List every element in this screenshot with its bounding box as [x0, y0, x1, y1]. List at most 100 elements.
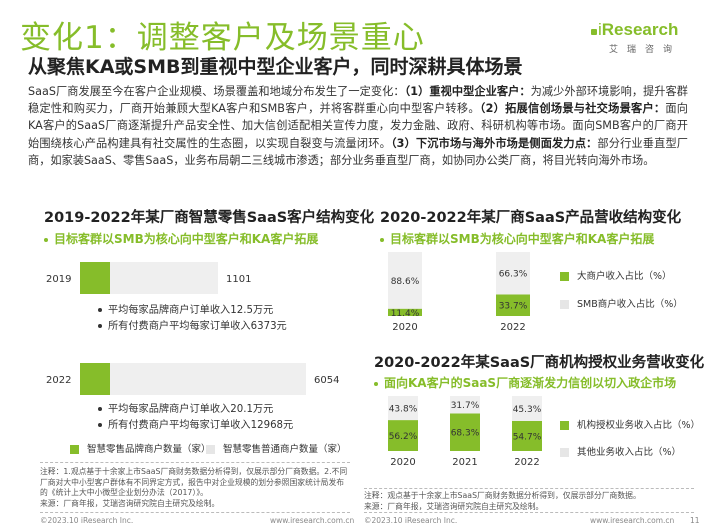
right-note: 注释：观点基于十余家上市SaaS厂商财务数据分析得到，仅展示部分厂商数据。	[364, 491, 641, 500]
bullet-2022-1: 平均每家品牌商户订单收入20.1万元	[98, 400, 273, 415]
bullet-icon	[98, 324, 102, 328]
value-label-2019: 1101	[226, 274, 252, 285]
body-paragraph: SaaS厂商发展至今在客户企业规模、场景覆盖和地域分布发生了一定变化：（1）重视…	[28, 83, 688, 169]
bullet-2019-2-text: 所有付费商户平均每家订单收入6373元	[108, 321, 287, 332]
bar-segment-2020-0	[388, 308, 422, 316]
left-note: 注释：1.观点基于十余家上市SaaS厂商财务数据分析得到，仅展示部分厂商数据。2…	[40, 467, 348, 497]
bar-label-2020-1: 43.8%	[389, 405, 418, 415]
x-label-2022: 2022	[514, 457, 539, 468]
bar-segment-2022-1	[496, 252, 530, 295]
logo-cn: 艾瑞咨询	[609, 45, 682, 55]
logo-text: Research	[601, 20, 679, 39]
left-legend-regular-text: 智慧零售普通商户数量（家）	[223, 444, 347, 455]
bar-segment-2021-1	[450, 396, 480, 414]
bar-segment-2022-0	[512, 420, 542, 451]
legend-swatch	[206, 445, 215, 454]
left-legend-brand: 智慧零售品牌商户数量（家）	[70, 441, 211, 455]
left-source: 来源：厂商年报，艾瑞咨询研究院自主研究及绘制。	[40, 499, 220, 508]
logo-prefix: i	[598, 20, 602, 39]
right-top-subtitle: 目标客群以SMB为核心向中型客户和KA客户拓展	[380, 230, 654, 247]
right-bottom-title: 2020-2022年某SaaS厂商机构授权业务营收变化	[374, 355, 705, 371]
body-point-2: 面向KA客户的SaaS厂商逐渐提升产品安全性、加大信创适配相关宣传力度，发力金融…	[28, 102, 688, 150]
logo-dot-icon	[591, 29, 597, 35]
page-title: 变化1：调整客户及场景重心	[20, 20, 425, 56]
bullet-dot-icon	[380, 237, 384, 242]
bar-segment-2020-1	[388, 252, 422, 309]
bullet-2019-1: 平均每家品牌商户订单收入12.5万元	[98, 301, 273, 316]
left-legend-brand-text: 智慧零售品牌商户数量（家）	[87, 444, 211, 455]
bar-label-2022-1: 45.3%	[513, 405, 542, 415]
right-bottom-subtitle-text: 面向KA客户的SaaS厂商逐渐发力信创以切入政企市场	[384, 376, 677, 390]
right-bottom-subtitle: 面向KA客户的SaaS厂商逐渐发力信创以切入政企市场	[374, 374, 676, 391]
bullet-2022-2-text: 所有付费商户平均每家订单收入12968元	[108, 420, 294, 431]
revenue-structure-chart: 11.4% 88.6% 2020 33.7% 66.3% 2022	[388, 252, 530, 333]
bar-segment-2022-0	[496, 294, 530, 316]
right-top-title: 2020-2022年某厂商SaaS产品营收结构变化	[380, 210, 682, 226]
bar-segment-2020-1	[388, 396, 418, 421]
bar-2022-brand	[80, 363, 110, 395]
year-label-2022: 2022	[46, 375, 72, 386]
right-bottom-legend-license: 机构授权业务收入占比（%）	[560, 417, 700, 431]
bar-2019-brand	[80, 262, 110, 294]
right-footer-copyright: ©2023.10 iResearch Inc.	[364, 516, 458, 525]
legend-swatch	[560, 300, 569, 309]
right-top-legend-large: 大商户收入占比（%）	[560, 268, 672, 282]
bullet-2022-2: 所有付费商户平均每家订单收入12968元	[98, 416, 293, 431]
body-point-1-title: （1）重视中型企业客户：	[404, 85, 531, 98]
right-bottom-legend-other-text: 其他业务收入占比（%）	[577, 447, 682, 458]
bar-label-2022-0: 33.7%	[499, 302, 528, 312]
left-footer-copyright: ©2023.10 iResearch Inc.	[40, 516, 134, 525]
left-footer-url: www.iresearch.com.cn	[270, 516, 355, 525]
right-top-subtitle-text: 目标客群以SMB为核心向中型客户和KA客户拓展	[390, 232, 655, 246]
bar-label-2021-0: 68.3%	[451, 429, 480, 439]
x-label-2020: 2020	[390, 457, 415, 468]
x-label-2021: 2021	[452, 457, 477, 468]
legend-swatch	[70, 445, 79, 454]
x-label-2022: 2022	[500, 322, 525, 333]
bullet-dot-icon	[374, 381, 378, 386]
page-subtitle: 从聚焦KA或SMB到重视中型企业客户，同时深耕具体场景	[28, 56, 523, 78]
bullet-dot-icon	[44, 237, 48, 242]
left-divider	[40, 462, 350, 463]
bullet-icon	[98, 423, 102, 427]
body-point-1: 为减少外部环境影响，提升客群稳定性和购买力，厂商开始兼顾大型KA客户和SMB客户…	[28, 85, 688, 116]
bullet-icon	[98, 308, 102, 312]
right-divider	[364, 488, 694, 489]
license-revenue-chart: 56.2% 43.8% 2020 68.3% 31.7% 2021 54.7% 45.3% 20…	[388, 396, 542, 468]
bar-label-2020-0: 56.2%	[389, 432, 418, 442]
left-panel-subtitle: 目标客群以SMB为核心向中型客户和KA客户拓展	[44, 230, 318, 247]
legend-swatch	[560, 272, 569, 281]
bullet-2022-1-text: 平均每家品牌商户订单收入20.1万元	[108, 404, 274, 415]
bar-2022-regular	[80, 363, 306, 395]
right-bottom-legend-license-text: 机构授权业务收入占比（%）	[577, 420, 701, 431]
value-label-2022: 6054	[314, 375, 340, 386]
year-label-2019: 2019	[46, 274, 72, 285]
right-footer-divider	[364, 512, 694, 513]
body-point-3-title: （3）下沉市场与海外市场是侧面发力点：	[390, 136, 598, 150]
left-legend-regular: 智慧零售普通商户数量（家）	[206, 441, 347, 455]
body-point-2-title: （2）拓展信创场景与社交场景客户：	[479, 102, 666, 116]
iresearch-logo: iResearch 艾瑞咨询	[591, 20, 691, 55]
bar-segment-2021-0	[450, 413, 480, 451]
legend-swatch	[560, 421, 569, 430]
right-source: 来源：厂商年报，艾瑞咨询研究院自主研究及绘制。	[364, 502, 544, 511]
body-intro: SaaS厂商发展至今在客户企业规模、场景覆盖和地域分布发生了一定变化：	[28, 85, 405, 98]
bar-segment-2020-0	[388, 420, 418, 451]
right-top-legend-large-text: 大商户收入占比（%）	[577, 271, 672, 282]
bar-label-2020-1: 88.6%	[391, 277, 420, 287]
bar-label-2022-1: 66.3%	[499, 270, 528, 280]
bullet-icon	[98, 407, 102, 411]
right-top-legend-smb-text: SMB商户收入占比（%）	[577, 299, 683, 310]
bar-label-2020-0: 11.4%	[391, 309, 420, 319]
page-number: 11	[690, 516, 700, 525]
bullet-2019-2: 所有付费商户平均每家订单收入6373元	[98, 317, 287, 332]
legend-swatch	[560, 448, 569, 457]
left-panel-subtitle-text: 目标客群以SMB为核心向中型客户和KA客户拓展	[54, 232, 319, 246]
left-panel-title: 2019-2022年某厂商智慧零售SaaS客户结构变化	[44, 210, 375, 226]
body-point-3: 部分行业垂直型厂商，如家装SaaS、零售SaaS，业务布局朝二三线城市渗透；部分…	[28, 136, 688, 167]
bar-segment-2022-1	[512, 396, 542, 421]
bar-label-2021-1: 31.7%	[451, 401, 480, 411]
bar-label-2022-0: 54.7%	[513, 432, 542, 442]
x-label-2020: 2020	[392, 322, 417, 333]
right-bottom-legend-other: 其他业务收入占比（%）	[560, 444, 681, 458]
